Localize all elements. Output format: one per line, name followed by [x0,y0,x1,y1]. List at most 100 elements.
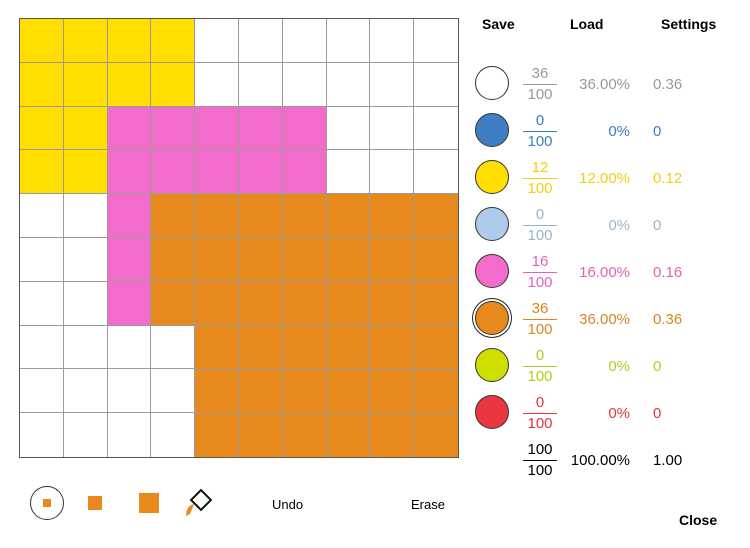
grid-cell[interactable] [370,413,415,457]
grid-cell[interactable] [63,150,108,195]
grid-cell[interactable] [20,62,64,107]
grid-cell[interactable] [151,325,196,370]
grid-cell[interactable] [63,194,108,238]
grid-cell[interactable] [151,150,196,195]
grid-cell[interactable] [370,194,415,238]
grid-cell[interactable] [282,106,327,151]
grid-cell[interactable] [370,150,415,195]
grid-cell[interactable] [195,150,239,195]
erase-button[interactable]: Erase [411,497,445,512]
grid-cell[interactable] [326,369,371,414]
grid-cell[interactable] [282,19,327,63]
grid-cell[interactable] [195,237,239,282]
grid-cell[interactable] [370,369,415,414]
color-swatch-lime[interactable] [475,348,509,382]
grid-cell[interactable] [414,19,458,63]
color-swatch-pink[interactable] [475,254,509,288]
grid-cell[interactable] [326,106,371,151]
grid-cell[interactable] [107,413,152,457]
grid-cell[interactable] [238,369,283,414]
grid-cell[interactable] [151,237,196,282]
grid-cell[interactable] [151,19,196,63]
grid-cell[interactable] [326,325,371,370]
grid-cell[interactable] [238,281,283,326]
grid-cell[interactable] [195,19,239,63]
grid-cell[interactable] [326,237,371,282]
grid-cell[interactable] [414,413,458,457]
grid-cell[interactable] [151,194,196,238]
grid-cell[interactable] [107,106,152,151]
grid-cell[interactable] [326,150,371,195]
grid-cell[interactable] [326,281,371,326]
grid-cell[interactable] [370,237,415,282]
grid-cell[interactable] [414,106,458,151]
close-button[interactable]: Close [679,512,718,528]
grid-cell[interactable] [238,325,283,370]
grid-cell[interactable] [282,281,327,326]
grid-cell[interactable] [20,413,64,457]
grid-cell[interactable] [151,106,196,151]
grid-cell[interactable] [20,369,64,414]
grid-cell[interactable] [151,369,196,414]
grid-cell[interactable] [370,106,415,151]
grid-cell[interactable] [238,237,283,282]
grid-cell[interactable] [107,19,152,63]
grid-cell[interactable] [414,281,458,326]
grid-cell[interactable] [238,106,283,151]
grid-cell[interactable] [151,413,196,457]
medium-brush-icon[interactable] [88,496,102,510]
grid-cell[interactable] [414,62,458,107]
grid-cell[interactable] [414,194,458,238]
grid-cell[interactable] [107,237,152,282]
grid-cell[interactable] [414,150,458,195]
grid-cell[interactable] [107,194,152,238]
save-button[interactable]: Save [482,16,515,32]
grid-cell[interactable] [282,237,327,282]
color-swatch-orange[interactable] [475,301,509,335]
settings-button[interactable]: Settings [661,16,717,32]
grid-cell[interactable] [195,106,239,151]
grid-cell[interactable] [195,194,239,238]
grid-cell[interactable] [282,150,327,195]
grid-cell[interactable] [107,62,152,107]
grid-cell[interactable] [63,106,108,151]
large-brush-icon[interactable] [139,493,159,513]
grid-cell[interactable] [370,281,415,326]
grid-cell[interactable] [414,237,458,282]
grid-cell[interactable] [326,194,371,238]
grid-cell[interactable] [370,325,415,370]
drawing-grid[interactable] [19,18,459,458]
grid-cell[interactable] [195,281,239,326]
grid-cell[interactable] [107,281,152,326]
grid-cell[interactable] [238,19,283,63]
grid-cell[interactable] [238,413,283,457]
grid-cell[interactable] [20,194,64,238]
grid-cell[interactable] [282,194,327,238]
grid-cell[interactable] [326,413,371,457]
grid-cell[interactable] [414,369,458,414]
grid-cell[interactable] [195,413,239,457]
grid-cell[interactable] [20,150,64,195]
grid-cell[interactable] [282,325,327,370]
small-brush-tool[interactable] [30,486,64,520]
grid-cell[interactable] [20,237,64,282]
grid-cell[interactable] [195,325,239,370]
grid-cell[interactable] [326,19,371,63]
color-swatch-yellow[interactable] [475,160,509,194]
grid-cell[interactable] [238,150,283,195]
grid-cell[interactable] [151,62,196,107]
grid-cell[interactable] [326,62,371,107]
grid-cell[interactable] [20,106,64,151]
grid-cell[interactable] [414,325,458,370]
grid-cell[interactable] [63,281,108,326]
grid-cell[interactable] [151,281,196,326]
fill-bucket-tool[interactable] [182,488,218,520]
grid-cell[interactable] [63,325,108,370]
color-swatch-red[interactable] [475,395,509,429]
grid-cell[interactable] [63,62,108,107]
grid-cell[interactable] [63,237,108,282]
grid-cell[interactable] [107,150,152,195]
grid-cell[interactable] [63,369,108,414]
load-button[interactable]: Load [570,16,604,32]
color-swatch-white[interactable] [475,66,509,100]
